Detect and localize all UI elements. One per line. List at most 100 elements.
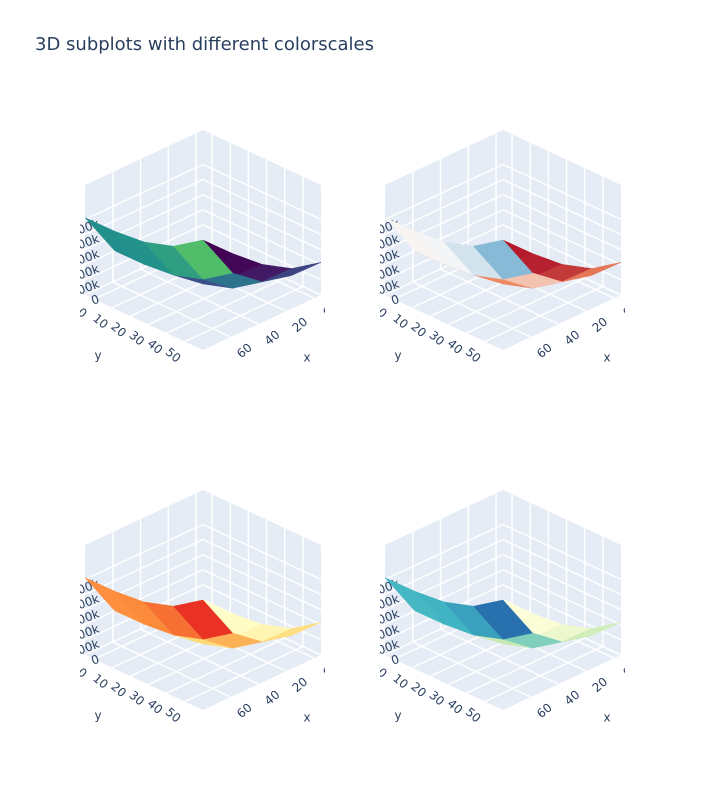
z-grid-line — [202, 193, 322, 251]
z-grid-line — [502, 569, 622, 626]
y-tick-label: 20 — [108, 319, 129, 340]
z-grid-line — [502, 178, 622, 236]
x-tick-label: 60 — [534, 340, 555, 361]
x-axis-title: x — [303, 351, 310, 365]
y-axis-title: y — [394, 709, 401, 723]
z-grid-line — [202, 538, 322, 596]
x-axis-title: x — [603, 351, 610, 365]
z-grid-line — [202, 209, 322, 266]
x-tick-label: 40 — [562, 327, 583, 348]
z-grid-line — [384, 178, 504, 236]
y-grid-line — [466, 637, 586, 694]
z-grid-line — [202, 163, 322, 221]
x-tick-label: 60 — [534, 700, 555, 721]
z-grid-line — [502, 209, 622, 266]
x-tick-label: 40 — [562, 687, 583, 708]
y-tick-label: 10 — [90, 671, 111, 692]
x-tick-label: 20 — [590, 675, 611, 696]
z-grid-line — [84, 163, 204, 221]
y-grid-line — [184, 645, 304, 703]
x-tick-label: 60 — [234, 700, 255, 721]
x-tick-label: 20 — [590, 315, 611, 336]
z-grid-line — [84, 193, 204, 251]
z-grid-line — [84, 523, 204, 581]
y-tick-label: 0 — [375, 305, 390, 321]
z-tick-label: 0 — [389, 292, 401, 308]
x-tick-label: 20 — [290, 315, 311, 336]
z-grid-line — [202, 569, 322, 626]
z-grid-line — [202, 523, 322, 581]
x-tick-label: 20 — [290, 675, 311, 696]
z-grid-line — [502, 553, 622, 611]
z-tick-label: 0 — [89, 292, 101, 308]
y-grid-line — [484, 645, 604, 703]
x-grid-line — [112, 641, 232, 698]
z-grid-line — [502, 538, 622, 596]
y-tick-label: 0 — [75, 305, 90, 321]
y-grid-line — [466, 277, 586, 334]
x-tick-label: 0 — [320, 664, 335, 680]
y-tick-label: 30 — [427, 688, 448, 709]
x-grid-line — [440, 628, 559, 685]
y-grid-line — [184, 285, 304, 343]
z-grid-line — [202, 553, 322, 611]
x-grid-line — [412, 641, 532, 698]
y-tick-label: 40 — [445, 696, 466, 717]
x-tick-label: 40 — [262, 327, 283, 348]
surface-patch — [173, 239, 233, 280]
z-grid-line — [384, 163, 504, 221]
surface-patch — [173, 599, 233, 640]
y-grid-line — [484, 285, 604, 343]
y-tick-label: 50 — [163, 345, 184, 366]
y-tick-label: 0 — [375, 665, 390, 681]
y-axis-title: y — [94, 709, 101, 723]
y-tick-label: 50 — [163, 705, 184, 726]
z-grid-line — [502, 523, 622, 581]
z-tick-label: 0 — [389, 652, 401, 668]
x-grid-line — [140, 268, 259, 325]
x-grid-line — [140, 628, 259, 685]
x-tick-label: 0 — [320, 304, 335, 320]
x-axis-title: x — [603, 711, 610, 725]
y-tick-label: 10 — [390, 671, 411, 692]
z-grid-line — [202, 178, 322, 236]
y-tick-label: 20 — [408, 679, 429, 700]
x-axis-title: x — [303, 711, 310, 725]
x-tick-label: 0 — [620, 664, 635, 680]
z-grid-line — [84, 178, 204, 236]
z-grid-line — [384, 523, 504, 581]
y-tick-label: 30 — [427, 328, 448, 349]
y-tick-label: 40 — [145, 336, 166, 357]
x-tick-label: 0 — [620, 304, 635, 320]
z-tick-label: 0 — [89, 652, 101, 668]
y-axis-title: y — [394, 349, 401, 363]
z-grid-line — [384, 569, 504, 626]
z-grid-line — [84, 569, 204, 626]
z-grid-line — [384, 193, 504, 251]
z-grid-line — [84, 553, 204, 611]
z-grid-line — [84, 209, 204, 266]
y-grid-line — [166, 277, 286, 334]
x-tick-label: 40 — [262, 687, 283, 708]
y-tick-label: 0 — [75, 665, 90, 681]
y-grid-line — [166, 637, 286, 694]
y-tick-label: 10 — [90, 311, 111, 332]
z-grid-line — [384, 553, 504, 611]
x-grid-line — [440, 268, 559, 325]
z-grid-line — [84, 538, 204, 596]
z-grid-line — [502, 193, 622, 251]
y-tick-label: 40 — [445, 336, 466, 357]
z-grid-line — [502, 163, 622, 221]
surface-patch — [473, 599, 533, 640]
z-grid-line — [384, 538, 504, 596]
y-tick-label: 10 — [390, 311, 411, 332]
surface-patch — [473, 239, 533, 280]
y-tick-label: 50 — [463, 345, 484, 366]
figure-title: 3D subplots with different colorscales — [35, 34, 374, 55]
x-tick-label: 60 — [234, 340, 255, 361]
